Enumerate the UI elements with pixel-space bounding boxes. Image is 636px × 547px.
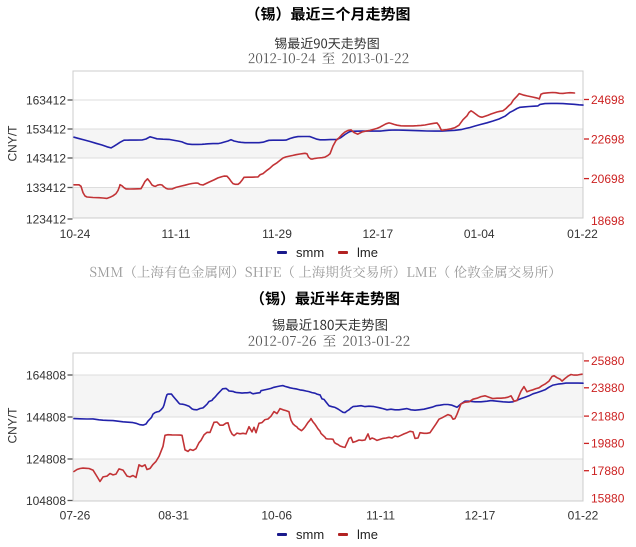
svg-text:10-06: 10-06 (261, 508, 292, 522)
svg-text:20698: 20698 (591, 172, 625, 186)
svg-text:19880: 19880 (591, 437, 625, 451)
svg-text:124808: 124808 (26, 452, 66, 466)
svg-text:25880: 25880 (591, 354, 625, 368)
svg-text:23880: 23880 (591, 381, 625, 395)
svg-text:24698: 24698 (591, 93, 625, 107)
svg-text:smm: smm (296, 527, 324, 542)
svg-text:smm: smm (296, 245, 324, 260)
svg-text:164808: 164808 (26, 368, 66, 382)
svg-text:07-26: 07-26 (60, 508, 91, 522)
svg-text:18698: 18698 (591, 214, 625, 228)
svg-text:21880: 21880 (591, 409, 625, 423)
svg-text:144808: 144808 (26, 410, 66, 424)
svg-text:11-11: 11-11 (366, 508, 395, 522)
svg-text:lme: lme (357, 245, 378, 260)
svg-text:CNY/T: CNY/T (6, 125, 20, 162)
svg-text:10-24: 10-24 (60, 227, 91, 241)
svg-text:153412: 153412 (26, 122, 66, 136)
svg-text:12-17: 12-17 (465, 508, 496, 522)
svg-text:lme: lme (357, 527, 378, 542)
svg-text:11-29: 11-29 (262, 227, 292, 241)
svg-text:08-31: 08-31 (158, 508, 189, 522)
svg-text:22698: 22698 (591, 132, 625, 146)
svg-text:15880: 15880 (591, 491, 625, 505)
svg-text:143412: 143412 (26, 151, 66, 165)
svg-text:123412: 123412 (26, 212, 66, 226)
svg-text:17880: 17880 (591, 464, 625, 478)
svg-text:CNY/T: CNY/T (6, 407, 20, 444)
svg-text:163412: 163412 (26, 93, 66, 107)
svg-text:133412: 133412 (26, 181, 66, 195)
svg-text:11-11: 11-11 (162, 227, 191, 241)
svg-text:12-17: 12-17 (362, 227, 393, 241)
svg-text:01-22: 01-22 (567, 227, 598, 241)
svg-text:01-22: 01-22 (568, 508, 599, 522)
svg-text:01-04: 01-04 (464, 227, 495, 241)
svg-text:104808: 104808 (26, 494, 66, 508)
